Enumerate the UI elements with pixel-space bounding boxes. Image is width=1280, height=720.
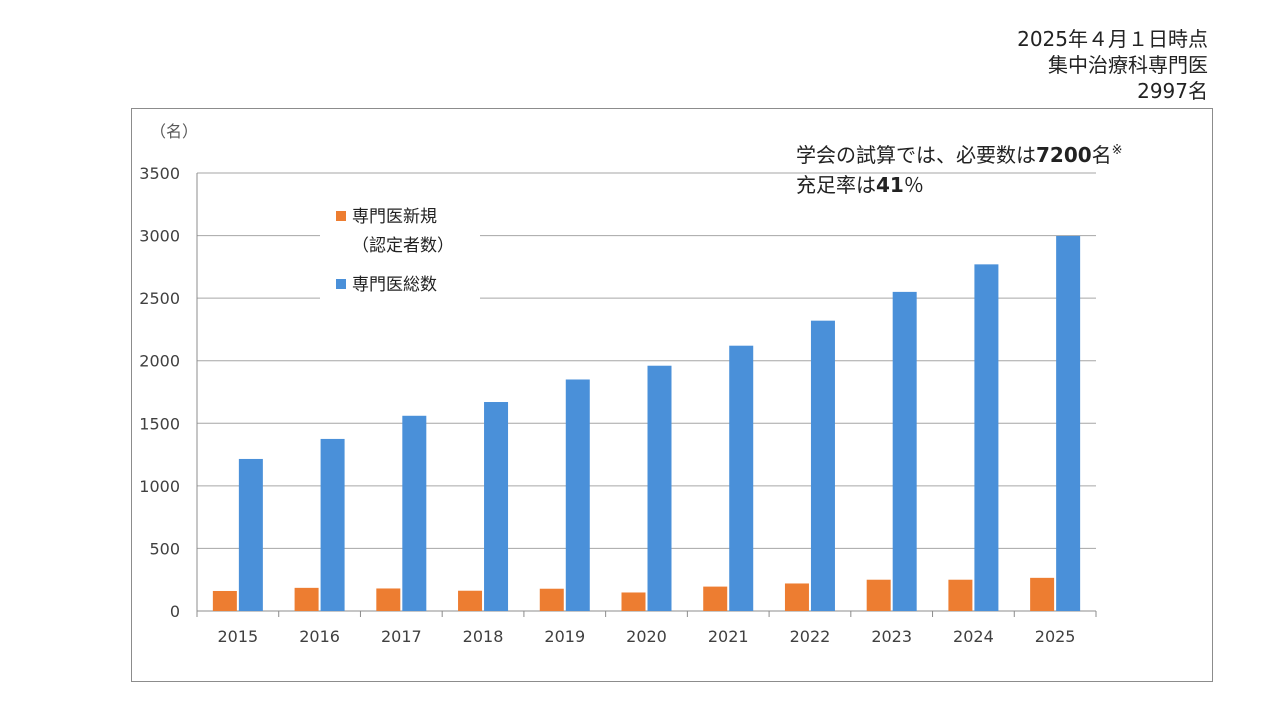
legend-label-new: 専門医新規 (352, 207, 437, 227)
legend-label-total: 専門医総数 (352, 275, 437, 295)
header-note: 2025年４月１日時点 集中治療科専門医 2997名 (1017, 26, 1208, 104)
y-tick-label: 3000 (139, 227, 180, 246)
legend-swatch-new (336, 211, 346, 221)
x-tick-label: 2020 (626, 627, 667, 646)
bar-total-specialists (565, 379, 590, 611)
bar-new-specialists (784, 583, 809, 611)
bar-new-specialists (621, 592, 646, 611)
header-date: 2025年４月１日時点 (1017, 27, 1208, 51)
bar-new-specialists (703, 586, 728, 611)
bar-total-specialists (892, 291, 917, 611)
bar-total-specialists (402, 415, 427, 611)
bar-total-specialists (320, 438, 345, 611)
y-tick-label: 1500 (139, 414, 180, 433)
bar-total-specialists (647, 365, 672, 611)
bar-new-specialists (212, 590, 237, 611)
x-tick-label: 2018 (463, 627, 504, 646)
note-mark: ※ (1111, 143, 1123, 158)
bar-new-specialists (948, 579, 973, 611)
gridlines (197, 172, 1096, 612)
legend-item-new: 専門医新規 （認定者数） (336, 202, 454, 256)
chart-legend: 専門医新規 （認定者数） 専門医総数 (320, 196, 480, 299)
x-tick-label: 2017 (381, 627, 422, 646)
x-tick-label: 2023 (871, 627, 912, 646)
x-tick-label: 2021 (708, 627, 749, 646)
bars (212, 235, 1081, 612)
x-tick-label: 2022 (790, 627, 831, 646)
bar-total-specialists (484, 402, 509, 611)
bar-total-specialists (729, 345, 754, 611)
y-tick-label: 3500 (139, 164, 180, 183)
bar-new-specialists (1030, 577, 1055, 611)
bar-new-specialists (458, 590, 483, 611)
header-specialty: 集中治療科専門医 (1048, 53, 1208, 77)
axes: 0 500 1000 1500 2000 2500 3000 3500 2015 2016 2017… (139, 164, 1097, 646)
bar-new-specialists (294, 587, 319, 611)
bar-total-specialists (974, 264, 999, 611)
y-tick-label: 2000 (139, 352, 180, 371)
bar-new-specialists (376, 588, 401, 611)
x-tick-label: 2024 (953, 627, 994, 646)
legend-swatch-total (336, 279, 346, 289)
x-tick-label: 2016 (299, 627, 340, 646)
legend-label-new-sub: （認定者数） (352, 236, 454, 256)
y-tick-label: 500 (149, 539, 180, 558)
fill-rate: 41 (876, 173, 904, 197)
y-axis-unit-label: （名） (150, 122, 198, 141)
requirement-annotation: 学会の試算では、必要数は7200名※ 充足率は41％ (796, 140, 1123, 200)
header-count: 2997名 (1137, 79, 1208, 103)
bar-new-specialists (539, 588, 564, 611)
annotation-line-1: 学会の試算では、必要数は7200名※ (796, 143, 1123, 167)
y-tick-label: 0 (170, 602, 180, 621)
x-tick-label: 2025 (1035, 627, 1076, 646)
annotation-line-2: 充足率は41％ (796, 173, 924, 197)
bar-total-specialists (810, 320, 835, 611)
y-tick-label: 1000 (139, 477, 180, 496)
bar-total-specialists (238, 458, 263, 611)
x-tick-label: 2015 (218, 627, 259, 646)
bar-new-specialists (866, 579, 891, 611)
bar-total-specialists (1056, 235, 1081, 612)
y-tick-label: 2500 (139, 289, 180, 308)
x-tick-label: 2019 (544, 627, 585, 646)
legend-item-total: 専門医総数 (336, 270, 437, 295)
required-count: 7200 (1036, 143, 1092, 167)
